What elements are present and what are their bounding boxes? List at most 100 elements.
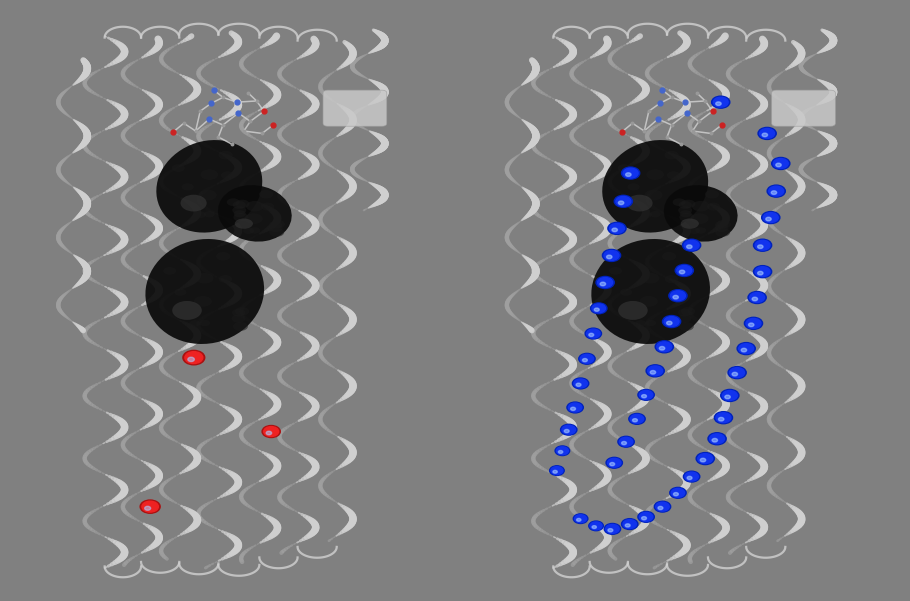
Ellipse shape [189, 320, 200, 327]
Circle shape [712, 96, 730, 108]
Circle shape [262, 426, 280, 438]
Circle shape [264, 427, 278, 436]
Circle shape [140, 500, 160, 513]
Circle shape [763, 213, 778, 222]
Circle shape [683, 471, 700, 482]
Ellipse shape [609, 267, 622, 275]
Circle shape [581, 355, 593, 363]
Ellipse shape [663, 185, 738, 242]
Circle shape [662, 316, 681, 328]
Circle shape [741, 348, 746, 352]
Circle shape [623, 168, 638, 178]
Ellipse shape [233, 322, 248, 331]
Circle shape [696, 453, 714, 465]
Circle shape [577, 519, 581, 521]
Circle shape [755, 240, 770, 250]
Circle shape [758, 127, 776, 139]
Circle shape [648, 366, 662, 376]
Circle shape [608, 222, 626, 234]
Ellipse shape [232, 206, 247, 215]
Circle shape [752, 297, 757, 300]
Circle shape [766, 217, 772, 221]
Circle shape [610, 224, 624, 233]
Ellipse shape [680, 210, 692, 218]
Ellipse shape [196, 273, 214, 284]
Circle shape [774, 159, 788, 168]
Circle shape [682, 239, 701, 251]
Circle shape [602, 249, 621, 261]
Circle shape [606, 457, 622, 468]
Ellipse shape [715, 221, 728, 229]
Ellipse shape [691, 213, 709, 224]
Circle shape [574, 514, 587, 523]
Circle shape [719, 417, 724, 421]
Circle shape [757, 245, 763, 248]
Circle shape [659, 346, 664, 350]
Circle shape [721, 389, 739, 401]
Circle shape [760, 129, 774, 138]
Ellipse shape [245, 213, 263, 224]
Circle shape [725, 395, 731, 399]
Ellipse shape [235, 200, 249, 208]
Circle shape [710, 434, 724, 444]
Circle shape [596, 276, 614, 288]
Circle shape [620, 438, 632, 446]
Ellipse shape [626, 195, 652, 212]
Ellipse shape [662, 252, 676, 260]
Circle shape [716, 102, 722, 106]
Ellipse shape [635, 320, 646, 327]
Circle shape [664, 317, 679, 326]
Circle shape [640, 391, 652, 399]
Circle shape [708, 433, 726, 445]
Ellipse shape [163, 267, 177, 275]
Circle shape [590, 522, 602, 530]
Circle shape [589, 334, 593, 337]
Ellipse shape [199, 320, 210, 326]
Circle shape [769, 186, 784, 196]
Circle shape [767, 185, 785, 197]
Circle shape [607, 255, 612, 258]
Ellipse shape [707, 203, 720, 210]
Ellipse shape [665, 275, 678, 283]
Circle shape [592, 304, 605, 313]
Circle shape [187, 357, 195, 362]
Ellipse shape [678, 309, 691, 317]
Ellipse shape [667, 171, 680, 179]
Ellipse shape [689, 227, 700, 234]
Circle shape [579, 353, 595, 364]
Circle shape [723, 391, 737, 400]
Circle shape [601, 282, 606, 285]
Circle shape [716, 413, 731, 423]
Circle shape [608, 459, 621, 467]
Ellipse shape [645, 320, 656, 326]
Circle shape [550, 466, 564, 475]
Ellipse shape [246, 201, 264, 212]
Circle shape [185, 352, 203, 364]
Circle shape [656, 502, 669, 511]
Ellipse shape [227, 198, 239, 206]
Ellipse shape [198, 190, 217, 200]
Circle shape [572, 378, 589, 389]
Circle shape [671, 291, 685, 300]
Circle shape [571, 407, 575, 410]
Circle shape [626, 173, 632, 176]
Circle shape [592, 526, 596, 528]
Circle shape [753, 266, 772, 278]
Circle shape [673, 493, 678, 496]
Circle shape [551, 466, 563, 475]
Circle shape [589, 521, 603, 531]
Circle shape [587, 329, 600, 338]
Circle shape [698, 454, 713, 463]
Circle shape [142, 501, 158, 512]
Ellipse shape [705, 190, 719, 198]
Ellipse shape [621, 288, 632, 296]
Ellipse shape [219, 275, 232, 283]
Ellipse shape [641, 212, 652, 218]
Ellipse shape [182, 183, 194, 191]
Ellipse shape [217, 185, 292, 242]
Circle shape [598, 278, 612, 287]
Circle shape [657, 342, 672, 352]
Ellipse shape [221, 171, 234, 179]
Circle shape [737, 343, 755, 355]
Circle shape [574, 379, 587, 388]
